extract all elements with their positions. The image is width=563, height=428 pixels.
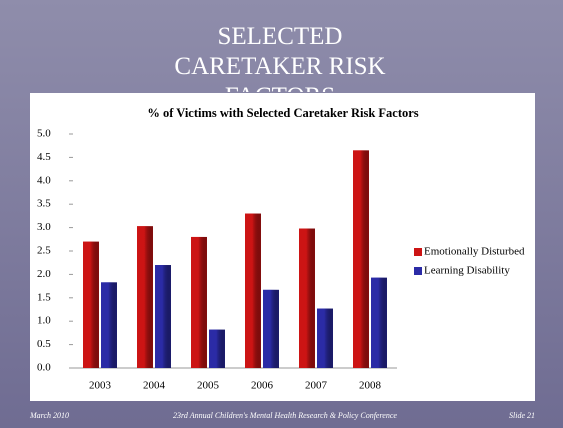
bar-shade [353,150,369,368]
y-tick-label: 2.0 [37,268,51,280]
footer-left: March 2010 [29,411,69,420]
bar-shade [83,241,99,368]
bar-shade [263,289,279,368]
y-tick-label: 1.0 [37,315,51,327]
bar-shade [245,213,261,368]
legend-label: Emotionally Disturbed [424,246,525,258]
chart-title: % of Victims with Selected Caretaker Ris… [147,106,418,120]
y-tick-label: 0.5 [37,338,51,350]
footer-center: 23rd Annual Children's Mental Health Res… [173,411,397,420]
x-tick-label: 2005 [197,380,220,392]
x-tick-label: 2008 [359,380,382,392]
bar-shade [209,329,225,368]
y-tick-label: 4.5 [37,151,51,163]
y-tick-label: 1.5 [37,291,51,303]
bar-shade [137,226,153,368]
legend-label: Learning Disability [424,265,510,277]
x-tick-label: 2003 [89,380,112,392]
bar-shade [191,236,207,368]
x-tick-label: 2006 [251,380,274,392]
x-tick-label: 2007 [305,380,328,392]
legend-swatch [414,267,422,275]
bar-shade [101,282,117,368]
y-tick-label: 0.0 [37,362,51,374]
bar-shade [317,308,333,368]
bar-shade [371,277,387,368]
legend-swatch [414,248,422,256]
y-tick-label: 2.5 [37,245,51,257]
bar-shade [155,265,171,368]
title-box: SELECTED CARETAKER RISK FACTORS [174,23,386,92]
y-tick-label: 5.0 [37,128,51,140]
y-tick-label: 4.0 [37,174,51,186]
footer-right: Slide 21 [509,411,535,420]
y-tick-label: 3.5 [37,198,51,210]
slide-title: SELECTED CARETAKER RISK FACTORS [174,23,386,92]
bar-shade [299,228,315,368]
y-tick-label: 3.0 [37,221,51,233]
x-tick-label: 2004 [143,380,166,392]
